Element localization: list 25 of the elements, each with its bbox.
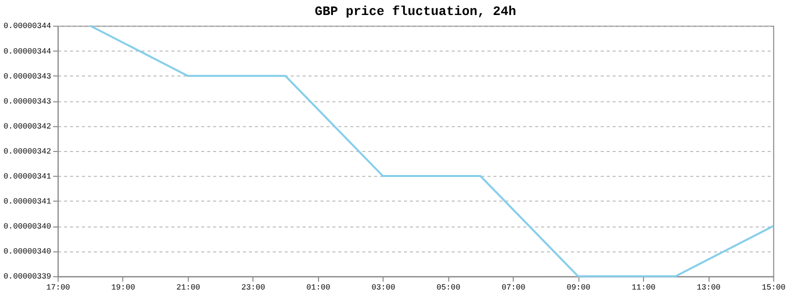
y-tick-label: 0.00000344 xyxy=(4,47,52,56)
y-tick-label: 0.00000340 xyxy=(4,248,52,257)
x-tick-label: 23:00 xyxy=(241,284,266,293)
x-tick-label: 19:00 xyxy=(111,284,136,293)
x-tick-label: 07:00 xyxy=(502,284,526,293)
y-tick-label: 0.00000341 xyxy=(4,198,52,207)
line-series xyxy=(89,24,774,278)
x-tick-label: 15:00 xyxy=(762,284,786,293)
x-tick-label: 03:00 xyxy=(371,284,396,293)
x-tick-label: 13:00 xyxy=(696,284,721,293)
y-tick-label: 0.00000342 xyxy=(4,147,52,156)
chart-title: GBP price fluctuation, 24h xyxy=(314,4,516,19)
x-tick-label: 05:00 xyxy=(436,284,461,293)
x-tick-label: 21:00 xyxy=(176,284,200,293)
y-tick-label: 0.00000339 xyxy=(4,272,52,282)
y-tick-label: 0.00000341 xyxy=(4,172,52,182)
x-tick-label: 09:00 xyxy=(566,284,591,293)
y-tick-label: 0.00000343 xyxy=(4,72,52,82)
y-tick-label: 0.00000343 xyxy=(4,97,52,106)
y-tick-label: 0.00000344 xyxy=(4,22,52,32)
y-tick-label: 0.00000340 xyxy=(4,222,52,232)
x-tick-label: 17:00 xyxy=(46,284,70,293)
x-tick-label: 11:00 xyxy=(632,284,656,293)
x-tick-label: 01:00 xyxy=(306,284,330,293)
y-tick-label: 0.00000342 xyxy=(4,122,52,132)
